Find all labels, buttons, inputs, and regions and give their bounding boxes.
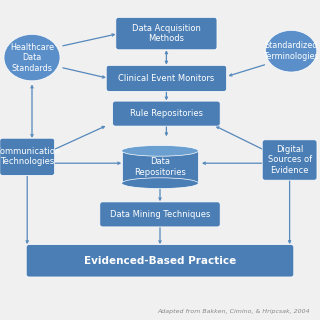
Text: Digital
Sources of
Evidence: Digital Sources of Evidence	[268, 145, 312, 175]
Text: Evidenced-Based Practice: Evidenced-Based Practice	[84, 256, 236, 266]
FancyBboxPatch shape	[106, 65, 227, 91]
FancyBboxPatch shape	[122, 151, 198, 183]
FancyBboxPatch shape	[262, 140, 317, 180]
Text: Adapted from Bakken, Cimino, & Hripcsak, 2004: Adapted from Bakken, Cimino, & Hripcsak,…	[158, 309, 310, 314]
Text: Healthcare
Data
Standards: Healthcare Data Standards	[10, 43, 54, 73]
FancyBboxPatch shape	[26, 244, 294, 277]
Text: Rule Repositories: Rule Repositories	[130, 109, 203, 118]
Text: Data Acquisition
Methods: Data Acquisition Methods	[132, 24, 201, 43]
Text: Clinical Event Monitors: Clinical Event Monitors	[118, 74, 214, 83]
Ellipse shape	[122, 178, 198, 188]
Ellipse shape	[122, 145, 198, 156]
Text: Data Mining Techniques: Data Mining Techniques	[110, 210, 210, 219]
FancyBboxPatch shape	[100, 202, 220, 227]
Ellipse shape	[4, 35, 60, 81]
Text: Data
Repositories: Data Repositories	[134, 157, 186, 177]
Ellipse shape	[266, 30, 317, 72]
FancyBboxPatch shape	[0, 138, 54, 175]
FancyBboxPatch shape	[116, 17, 217, 50]
Text: Communication
Technologies: Communication Technologies	[0, 147, 60, 166]
Text: Standardized
Terminologies: Standardized Terminologies	[263, 42, 319, 61]
FancyBboxPatch shape	[113, 101, 220, 126]
